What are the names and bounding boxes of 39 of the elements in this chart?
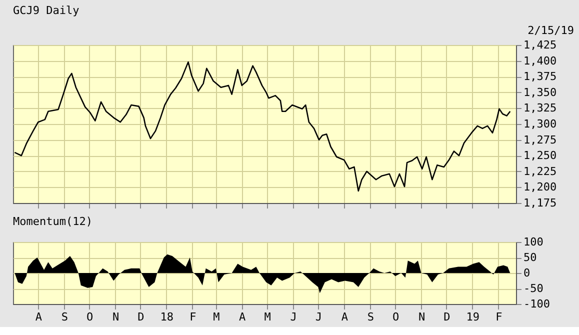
x-tick-label: M (264, 310, 272, 324)
x-tick-label: D (444, 310, 450, 324)
x-tick-label: S (61, 310, 68, 324)
x-tick-label: O (86, 310, 94, 324)
x-tick-label: S (367, 310, 374, 324)
y-tick-label: -50 (524, 282, 544, 295)
y-tick-label: 1,400 (524, 54, 557, 68)
x-tick-label: A (341, 310, 348, 324)
x-tick-label: J (315, 310, 322, 324)
y-tick-label: -100 (524, 298, 550, 310)
x-tick-label: M (213, 310, 220, 324)
y-tick-label: 1,425 (524, 38, 557, 52)
x-tick-label: D (138, 310, 144, 324)
y-tick-label: 1,375 (524, 70, 557, 84)
x-tick-label: 18 (160, 310, 174, 324)
text: 2/15/19 (528, 24, 574, 37)
y-tick-label: 1,325 (524, 102, 557, 115)
x-tick-label: A (239, 310, 246, 324)
x-tick-label: F (496, 310, 502, 324)
chart-title: Momentum(12) (13, 215, 92, 228)
x-tick-label: O (392, 310, 400, 324)
y-tick-label: 1,225 (524, 164, 557, 178)
x-tick-label: A (35, 310, 42, 324)
y-tick-label: 1,350 (524, 86, 557, 99)
y-tick-label: 100 (524, 236, 544, 248)
x-tick-label: J (290, 310, 297, 324)
line-series (14, 61, 511, 192)
x-tick-label: F (190, 310, 196, 324)
x-tick-label: N (418, 310, 426, 324)
y-tick-label: 50 (524, 251, 537, 264)
y-tick-label: 1,300 (524, 118, 557, 130)
x-tick-label: N (112, 310, 120, 324)
y-tick-label: 1,175 (524, 196, 557, 210)
chart-title: GCJ9 Daily (13, 4, 80, 17)
y-tick-label: 1,250 (524, 149, 557, 162)
y-tick-label: 0 (524, 266, 530, 280)
y-tick-label: 1,200 (524, 180, 557, 194)
x-tick-label: 19 (466, 310, 480, 324)
y-tick-label: 1,275 (524, 133, 557, 146)
